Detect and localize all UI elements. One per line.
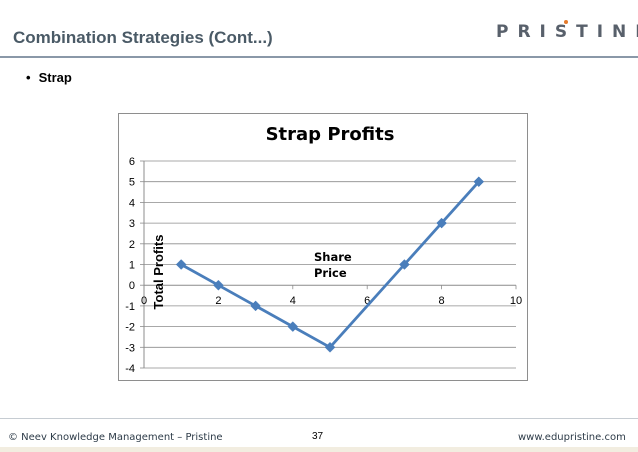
data-point [324, 341, 336, 353]
y-axis-label: Total Profits [151, 235, 166, 310]
y-tick-label: -3 [125, 342, 135, 354]
x-tick-label: 6 [364, 295, 370, 307]
footer-divider [0, 418, 638, 419]
bullet-dot-icon: • [26, 70, 31, 85]
logo-accent-dot [564, 20, 568, 24]
y-tick-label: 5 [129, 177, 135, 189]
footer-copyright: © Neev Knowledge Management – Pristine [8, 432, 223, 443]
x-tick-label: 4 [290, 295, 296, 307]
data-point [250, 300, 261, 312]
bottom-band [0, 447, 638, 452]
y-tick-label: 4 [129, 197, 135, 209]
y-tick-label: 1 [129, 260, 135, 272]
data-point [175, 259, 187, 270]
x-tick-label: 0 [141, 295, 147, 307]
data-point [473, 176, 485, 188]
bullet-item: • Strap [26, 70, 72, 85]
bullet-label: Strap [38, 70, 72, 85]
x-tick-label: 10 [510, 295, 522, 307]
y-tick-label: 6 [129, 156, 135, 168]
y-tick-label: 0 [129, 280, 135, 292]
pristine-logo: PRISTINE [496, 22, 638, 42]
x-axis-label: Share Price [314, 250, 352, 280]
x-tick-label: 2 [215, 295, 221, 307]
y-tick-label: -1 [125, 301, 135, 313]
data-point [213, 279, 224, 291]
data-point [399, 259, 410, 270]
y-tick-label: 3 [129, 218, 135, 230]
data-point [436, 217, 447, 229]
slide-title: Combination Strategies (Cont...) [13, 28, 273, 47]
series-line [180, 180, 480, 349]
y-tick-label: -2 [125, 322, 135, 334]
y-tick-label: 2 [129, 239, 135, 251]
title-divider [0, 56, 638, 58]
y-tick-label: -4 [125, 363, 135, 375]
data-point [287, 321, 299, 332]
chart-container: 6 5 4 3 2 1 0 -1 -2 -3 -4 0 2 4 6 8 10 Strap Profits Shar… [118, 113, 528, 381]
footer-website: www.edupristine.com [518, 432, 626, 443]
page-number: 37 [312, 431, 324, 442]
chart-title: Strap Profits [266, 124, 395, 145]
x-tick-label: 8 [439, 295, 445, 307]
